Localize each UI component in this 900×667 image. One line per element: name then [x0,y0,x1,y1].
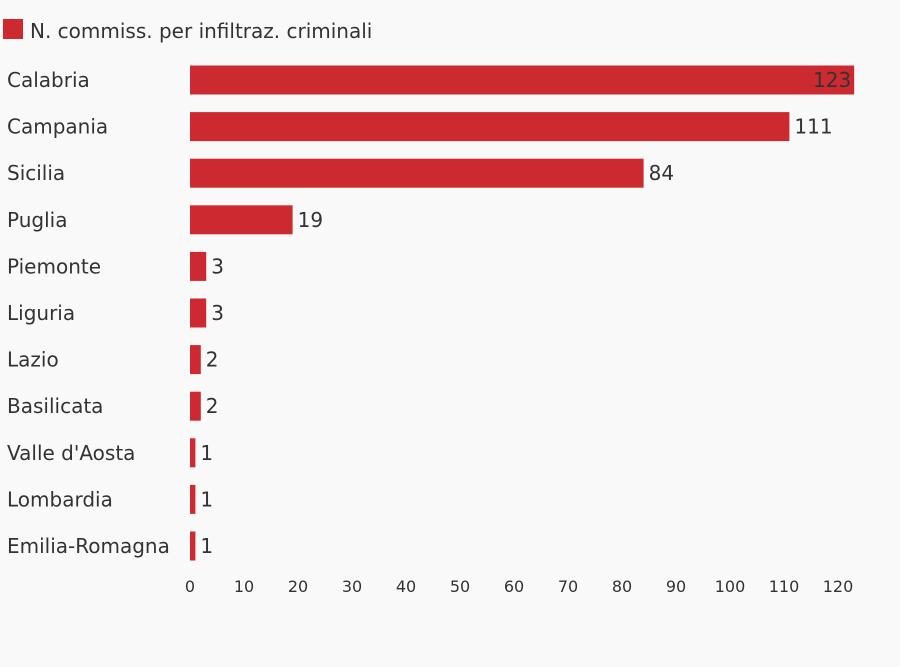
bar [190,531,196,561]
data-label: 19 [298,208,323,232]
bar [190,65,855,95]
category-label: Lazio [7,348,59,372]
category-label: Sicilia [7,161,65,185]
category-label: Puglia [7,208,67,232]
data-label: 84 [649,161,674,185]
bar [190,391,201,421]
category-labels: Calabria Campania Sicilia Puglia Piemonte Lig… [7,68,170,558]
data-label: 3 [211,254,224,278]
x-tick-label: 90 [666,577,686,596]
category-label: Liguria [7,301,75,325]
bar [190,484,196,514]
category-label: Valle d'Aosta [7,441,135,465]
x-tick-label: 100 [715,577,746,596]
data-label: 123 [813,68,851,92]
x-tick-label: 10 [234,577,254,596]
data-label: 1 [200,441,213,465]
bar [190,345,201,375]
x-tick-label: 120 [823,577,854,596]
x-tick-label: 0 [185,577,195,596]
x-tick-label: 110 [769,577,800,596]
x-tick-label: 70 [558,577,578,596]
bar [190,158,644,188]
data-label: 111 [794,115,832,139]
x-tick-label: 60 [504,577,524,596]
category-label: Emilia-Romagna [7,534,170,558]
x-tick-label: 80 [612,577,632,596]
category-label: Lombardia [7,487,113,511]
category-label: Piemonte [7,254,101,278]
x-tick-label: 40 [396,577,416,596]
bar [190,251,207,281]
x-axis-ticks: 0 10 20 30 40 50 60 70 80 90 100 110 120 [185,577,853,596]
bar [190,438,196,468]
data-label: 1 [200,534,213,558]
x-tick-label: 30 [342,577,362,596]
x-tick-label: 50 [450,577,470,596]
legend: N. commiss. per infiltraz. criminali [3,19,372,43]
category-label: Basilicata [7,394,103,418]
data-label: 3 [211,301,224,325]
data-label: 2 [206,394,219,418]
data-label: 2 [206,348,219,372]
category-label: Campania [7,115,108,139]
bars [190,65,855,561]
legend-label: N. commiss. per infiltraz. criminali [30,19,372,43]
x-tick-label: 20 [288,577,308,596]
bar [190,298,207,328]
bar [190,112,790,142]
legend-swatch [3,19,23,39]
bar [190,205,293,235]
data-label: 1 [200,487,213,511]
category-label: Calabria [7,68,90,92]
